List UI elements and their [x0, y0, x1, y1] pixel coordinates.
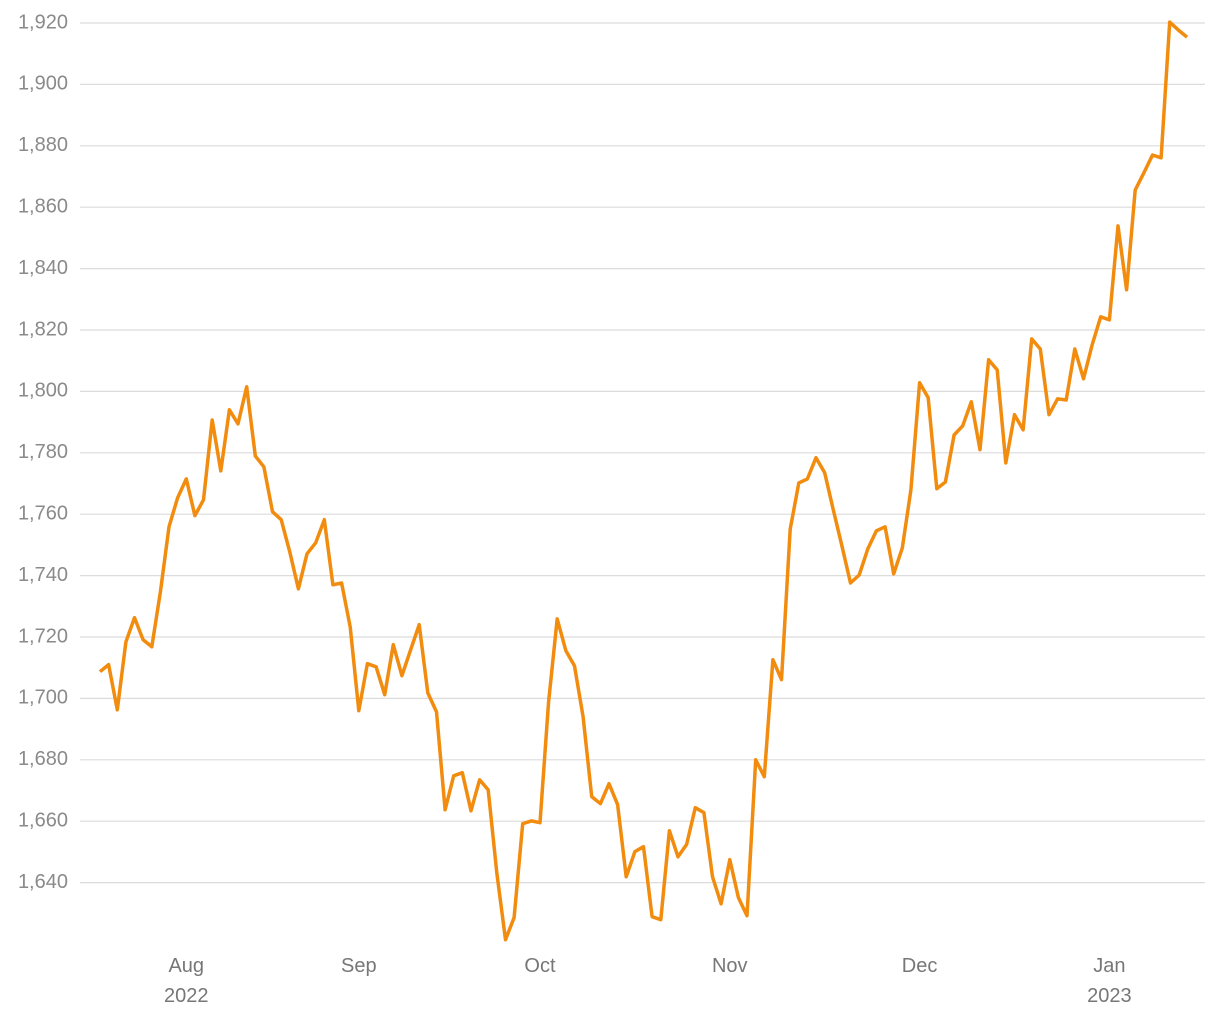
y-tick-label: 1,800: [18, 380, 68, 402]
y-tick-label: 1,860: [18, 195, 68, 217]
x-tick-label: Aug 2022: [164, 955, 209, 1007]
y-tick-label: 1,840: [18, 257, 68, 279]
x-tick-label: Nov: [711, 955, 748, 977]
y-tick-label: 1,680: [18, 748, 68, 770]
x-tick-label: Sep: [341, 955, 377, 977]
y-tick-label: 1,880: [18, 134, 68, 156]
x-tick-label: Oct: [524, 955, 556, 977]
x-tick-label: Dec: [901, 955, 938, 977]
y-tick-label: 1,900: [18, 73, 68, 95]
y-tick-label: 1,820: [18, 318, 68, 340]
y-tick-label: 1,760: [18, 502, 68, 524]
y-tick-label: 1,660: [18, 809, 68, 831]
y-tick-label: 1,640: [18, 871, 68, 893]
y-tick-label: 1,780: [18, 441, 68, 463]
y-tick-label: 1,720: [18, 625, 68, 647]
y-tick-label: 1,740: [18, 564, 68, 586]
y-tick-label: 1,700: [18, 687, 68, 709]
price-line: [98, 20, 1189, 942]
x-tick-label: Jan 2023: [1087, 955, 1132, 1007]
y-tick-label: 1,920: [18, 11, 68, 33]
